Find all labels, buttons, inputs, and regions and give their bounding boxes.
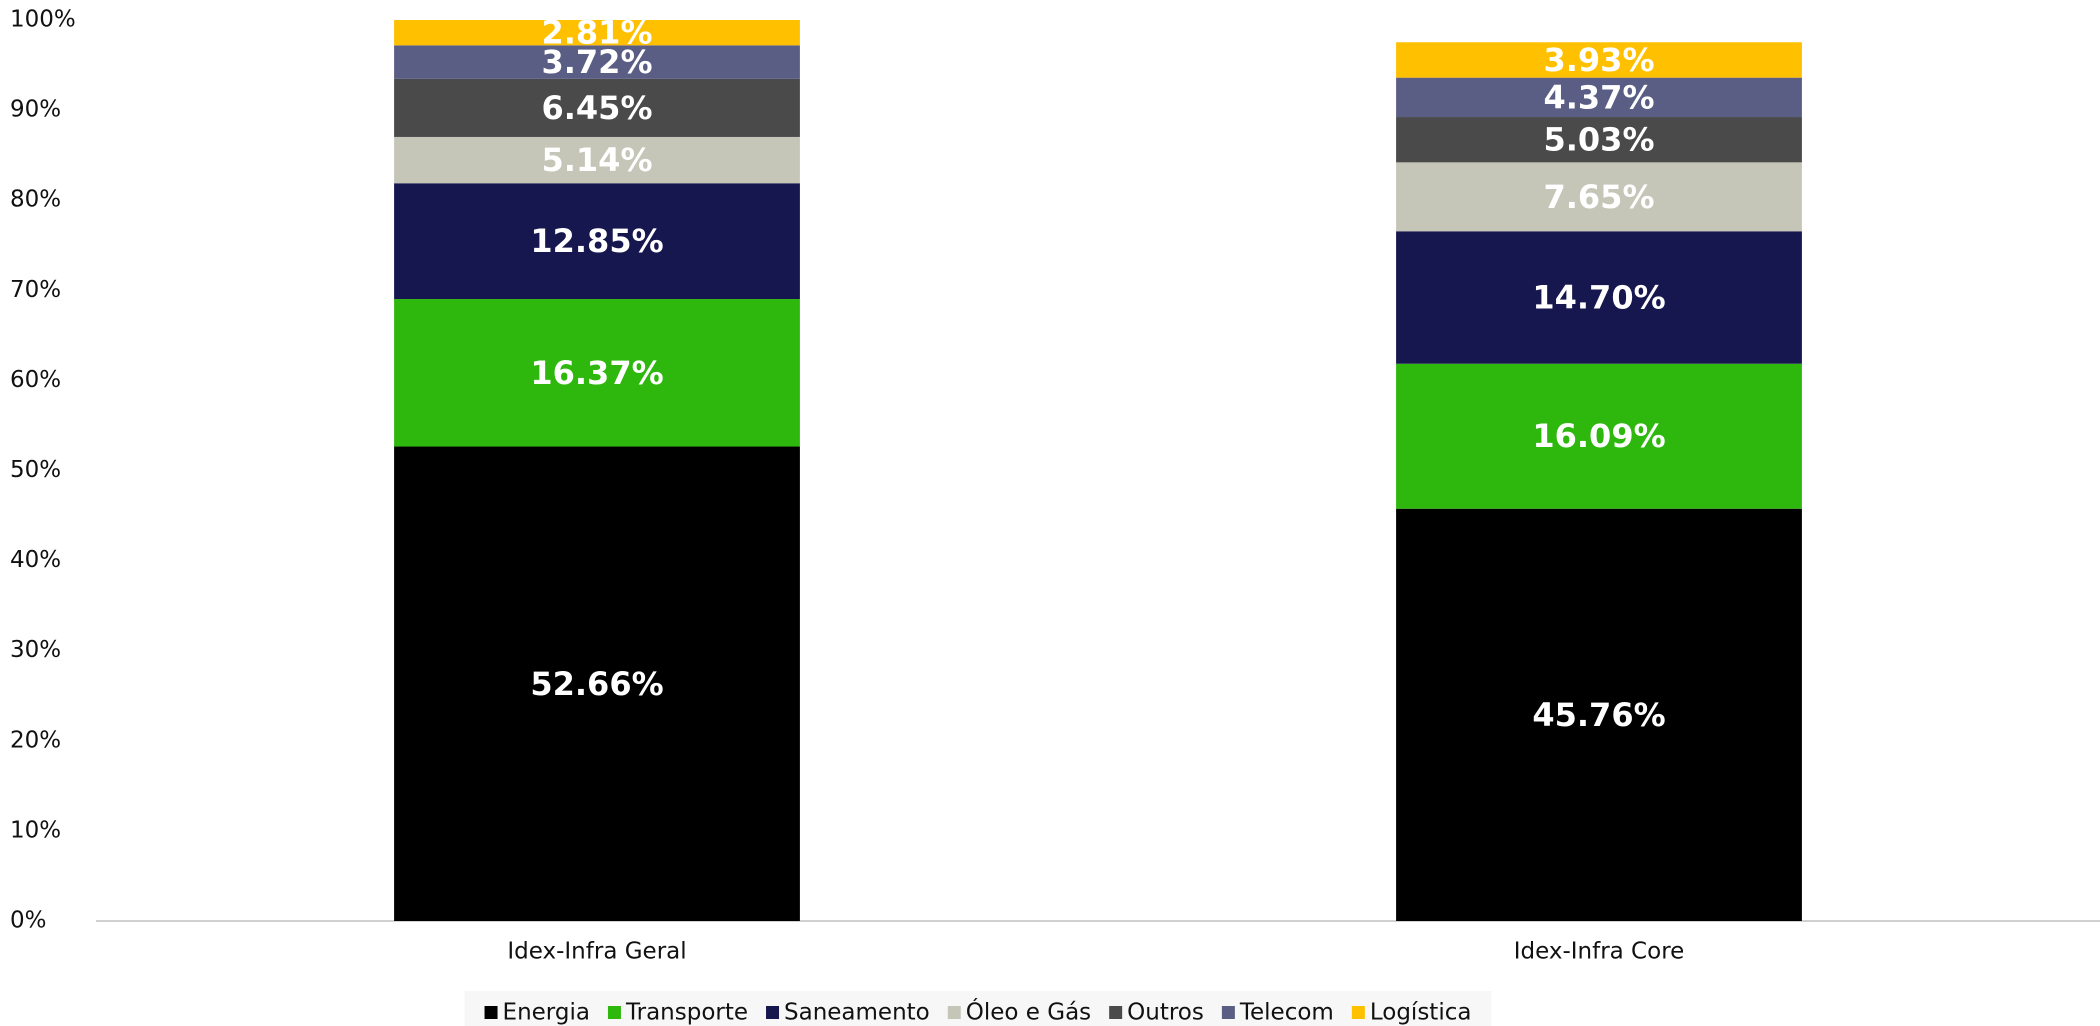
y-tick-label: 30% (10, 637, 61, 663)
legend-label: Transporte (625, 1000, 748, 1026)
bar-segment (394, 136, 800, 184)
value-label: 2.81% (541, 14, 652, 52)
value-label: 45.76% (1532, 696, 1665, 734)
value-label: 4.37% (1543, 78, 1654, 116)
bar-segment (394, 446, 800, 921)
legend-background (464, 991, 1492, 1026)
y-tick-label: 20% (10, 727, 61, 753)
value-label: 5.03% (1543, 121, 1654, 159)
legend-swatch (947, 1006, 961, 1019)
y-tick-label: 60% (10, 367, 61, 393)
value-label: 7.65% (1543, 178, 1654, 216)
bar-segment (1396, 363, 1802, 509)
legend-swatch (1109, 1006, 1123, 1019)
legend-label: Logística (1370, 1000, 1472, 1026)
legend-label: Energia (503, 1000, 590, 1026)
y-tick-label: 40% (10, 547, 61, 573)
value-label: 6.45% (541, 89, 652, 127)
x-tick-label: Idex-Infra Core (1514, 939, 1685, 965)
bar-segment (394, 45, 800, 79)
legend-label: Saneamento (784, 1000, 930, 1026)
legend-label: Telecom (1239, 1000, 1334, 1026)
x-tick-label: Idex-Infra Geral (507, 939, 686, 965)
legend-swatch (766, 1006, 780, 1019)
legend-label: Outros (1127, 1000, 1204, 1026)
y-tick-label: 0% (10, 908, 47, 934)
legend-swatch (484, 1006, 498, 1019)
bar-segment (1396, 162, 1802, 232)
bar-segment (1396, 508, 1802, 921)
y-tick-label: 50% (10, 457, 61, 483)
value-label: 16.37% (530, 354, 663, 392)
bar-segment (1396, 231, 1802, 364)
legend-swatch (1351, 1006, 1365, 1019)
bar-segment (394, 299, 800, 447)
bar-segment (1396, 77, 1802, 118)
value-label: 5.14% (541, 141, 652, 179)
y-tick-label: 80% (10, 187, 61, 213)
value-label: 52.66% (530, 665, 663, 703)
legend-swatch (607, 1006, 621, 1019)
bar-segment (394, 78, 800, 137)
y-tick-label: 90% (10, 97, 61, 123)
y-tick-label: 10% (10, 817, 61, 843)
bar-segment (1396, 117, 1802, 163)
value-label: 3.72% (541, 43, 652, 81)
y-tick-label: 70% (10, 277, 61, 303)
legend-swatch (1221, 1006, 1235, 1019)
value-label: 12.85% (530, 222, 663, 260)
bar-segment (394, 183, 800, 300)
legend: Energia Transporte Saneamento Óleo e Gás Out… (464, 991, 1492, 1026)
value-label: 14.70% (1532, 279, 1665, 317)
legend-label: Óleo e Gás (966, 998, 1091, 1026)
bar-segment (394, 20, 800, 46)
y-tick-label: 100% (10, 7, 76, 33)
value-label: 3.93% (1543, 41, 1654, 79)
value-label: 16.09% (1532, 417, 1665, 455)
bar-segment (1396, 42, 1802, 78)
